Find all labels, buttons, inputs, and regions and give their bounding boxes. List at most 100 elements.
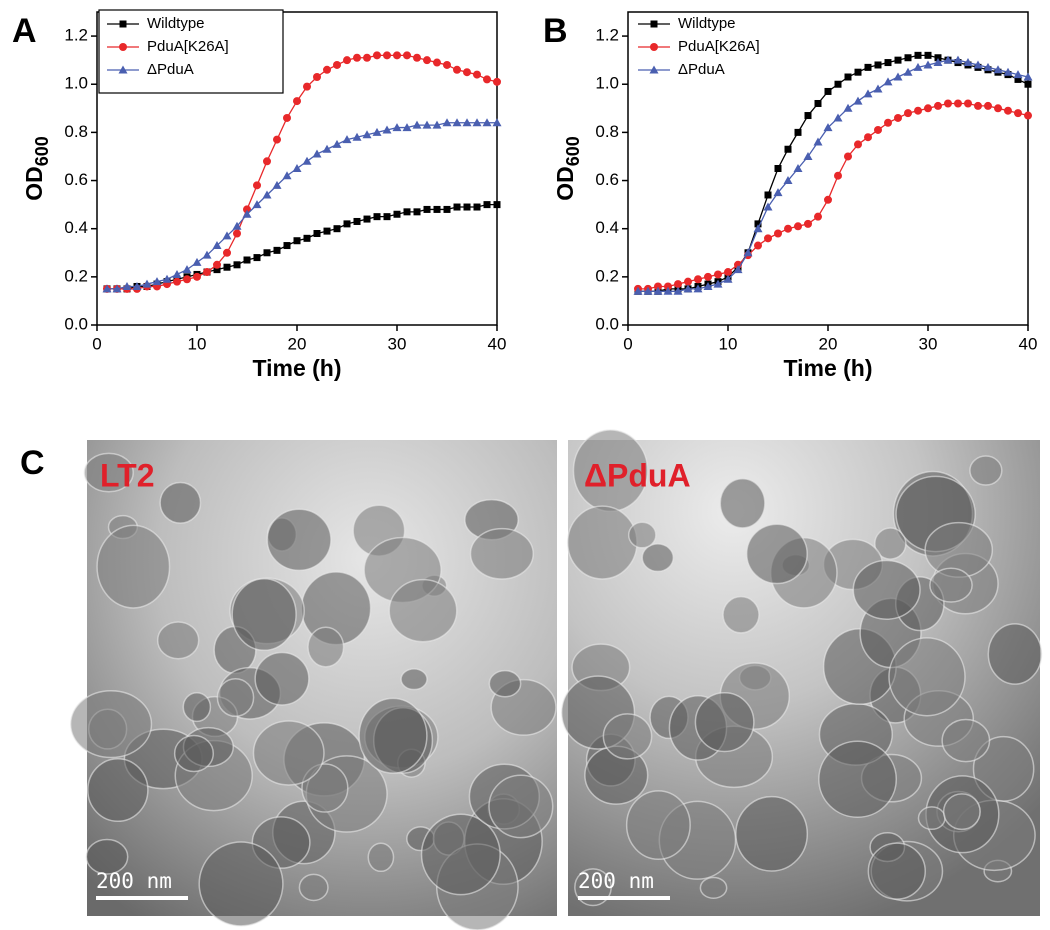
marker xyxy=(392,123,402,132)
legend-label: PduA[K26A] xyxy=(147,38,229,55)
marker xyxy=(814,212,822,221)
marker xyxy=(893,72,903,81)
x-tick-label: 30 xyxy=(919,334,938,353)
x-axis-title: Time (h) xyxy=(783,355,872,381)
marker xyxy=(363,215,371,223)
marker xyxy=(213,266,221,274)
marker xyxy=(863,89,873,98)
particle xyxy=(867,842,926,900)
marker xyxy=(482,118,492,127)
marker xyxy=(743,248,753,257)
y-axis-title: OD600 xyxy=(552,136,583,201)
marker xyxy=(293,97,301,106)
marker xyxy=(313,230,321,238)
marker xyxy=(142,279,152,288)
marker xyxy=(874,61,882,69)
marker xyxy=(252,200,262,209)
particle xyxy=(83,452,134,493)
micrograph-label: LT2 xyxy=(100,457,155,493)
marker xyxy=(984,101,992,110)
particle xyxy=(173,734,215,773)
scale-bar xyxy=(578,896,670,900)
marker xyxy=(333,60,341,69)
marker xyxy=(122,281,132,290)
y-tick-label: 0.8 xyxy=(64,122,88,141)
marker xyxy=(1004,106,1012,115)
marker xyxy=(854,140,862,149)
marker xyxy=(714,270,722,279)
scale-bar-label: 200 nm xyxy=(96,869,172,893)
y-tick-label: 1.2 xyxy=(64,26,88,45)
marker xyxy=(643,286,653,295)
legend-label: Wildtype xyxy=(147,15,205,32)
marker xyxy=(119,43,127,51)
particle xyxy=(216,677,255,718)
marker xyxy=(954,99,962,108)
particle xyxy=(358,697,428,774)
marker xyxy=(914,51,922,59)
marker xyxy=(943,55,953,64)
particle xyxy=(488,669,522,698)
marker xyxy=(904,54,912,62)
marker xyxy=(312,149,322,158)
series-line xyxy=(107,203,497,290)
marker xyxy=(262,190,272,199)
particle xyxy=(400,668,428,691)
marker xyxy=(463,68,471,77)
particle xyxy=(699,876,728,899)
marker xyxy=(633,286,643,295)
marker xyxy=(650,20,658,28)
particle xyxy=(266,508,332,572)
marker xyxy=(783,176,793,185)
marker xyxy=(1023,72,1033,81)
marker xyxy=(383,213,391,221)
marker xyxy=(102,284,112,293)
marker xyxy=(794,222,802,231)
marker xyxy=(403,51,411,60)
marker xyxy=(973,60,983,69)
marker xyxy=(803,151,813,160)
marker xyxy=(423,205,431,213)
marker xyxy=(1024,111,1032,120)
x-tick-label: 0 xyxy=(623,334,632,353)
marker xyxy=(282,171,292,180)
particle xyxy=(852,559,921,620)
marker xyxy=(132,281,142,290)
legend-label: ΔPduA xyxy=(147,61,194,78)
legend-label: Wildtype xyxy=(678,15,736,32)
y-tick-label: 1.0 xyxy=(595,74,619,93)
marker xyxy=(834,171,842,180)
marker xyxy=(804,112,812,120)
marker xyxy=(403,208,411,216)
marker xyxy=(894,113,902,122)
marker xyxy=(854,68,862,76)
marker xyxy=(784,224,792,233)
legend-label: ΔPduA xyxy=(678,61,725,78)
marker xyxy=(373,213,381,221)
marker xyxy=(493,201,501,209)
marker xyxy=(1014,75,1022,83)
marker xyxy=(183,275,191,284)
marker xyxy=(794,128,802,136)
particle xyxy=(874,527,907,560)
y-tick-label: 0.0 xyxy=(64,314,88,333)
x-tick-label: 20 xyxy=(819,334,838,353)
marker xyxy=(1024,80,1032,88)
marker xyxy=(904,109,912,118)
marker xyxy=(413,208,421,216)
marker xyxy=(303,234,311,242)
marker xyxy=(793,164,803,172)
marker xyxy=(773,188,783,197)
marker xyxy=(693,284,703,293)
marker xyxy=(763,202,773,211)
series-line xyxy=(638,54,1029,292)
marker xyxy=(724,268,732,277)
marker xyxy=(823,123,833,132)
marker xyxy=(653,286,663,295)
marker xyxy=(473,70,481,79)
y-axis-title-main: OD xyxy=(21,166,47,201)
marker xyxy=(753,224,763,233)
marker xyxy=(784,145,792,153)
